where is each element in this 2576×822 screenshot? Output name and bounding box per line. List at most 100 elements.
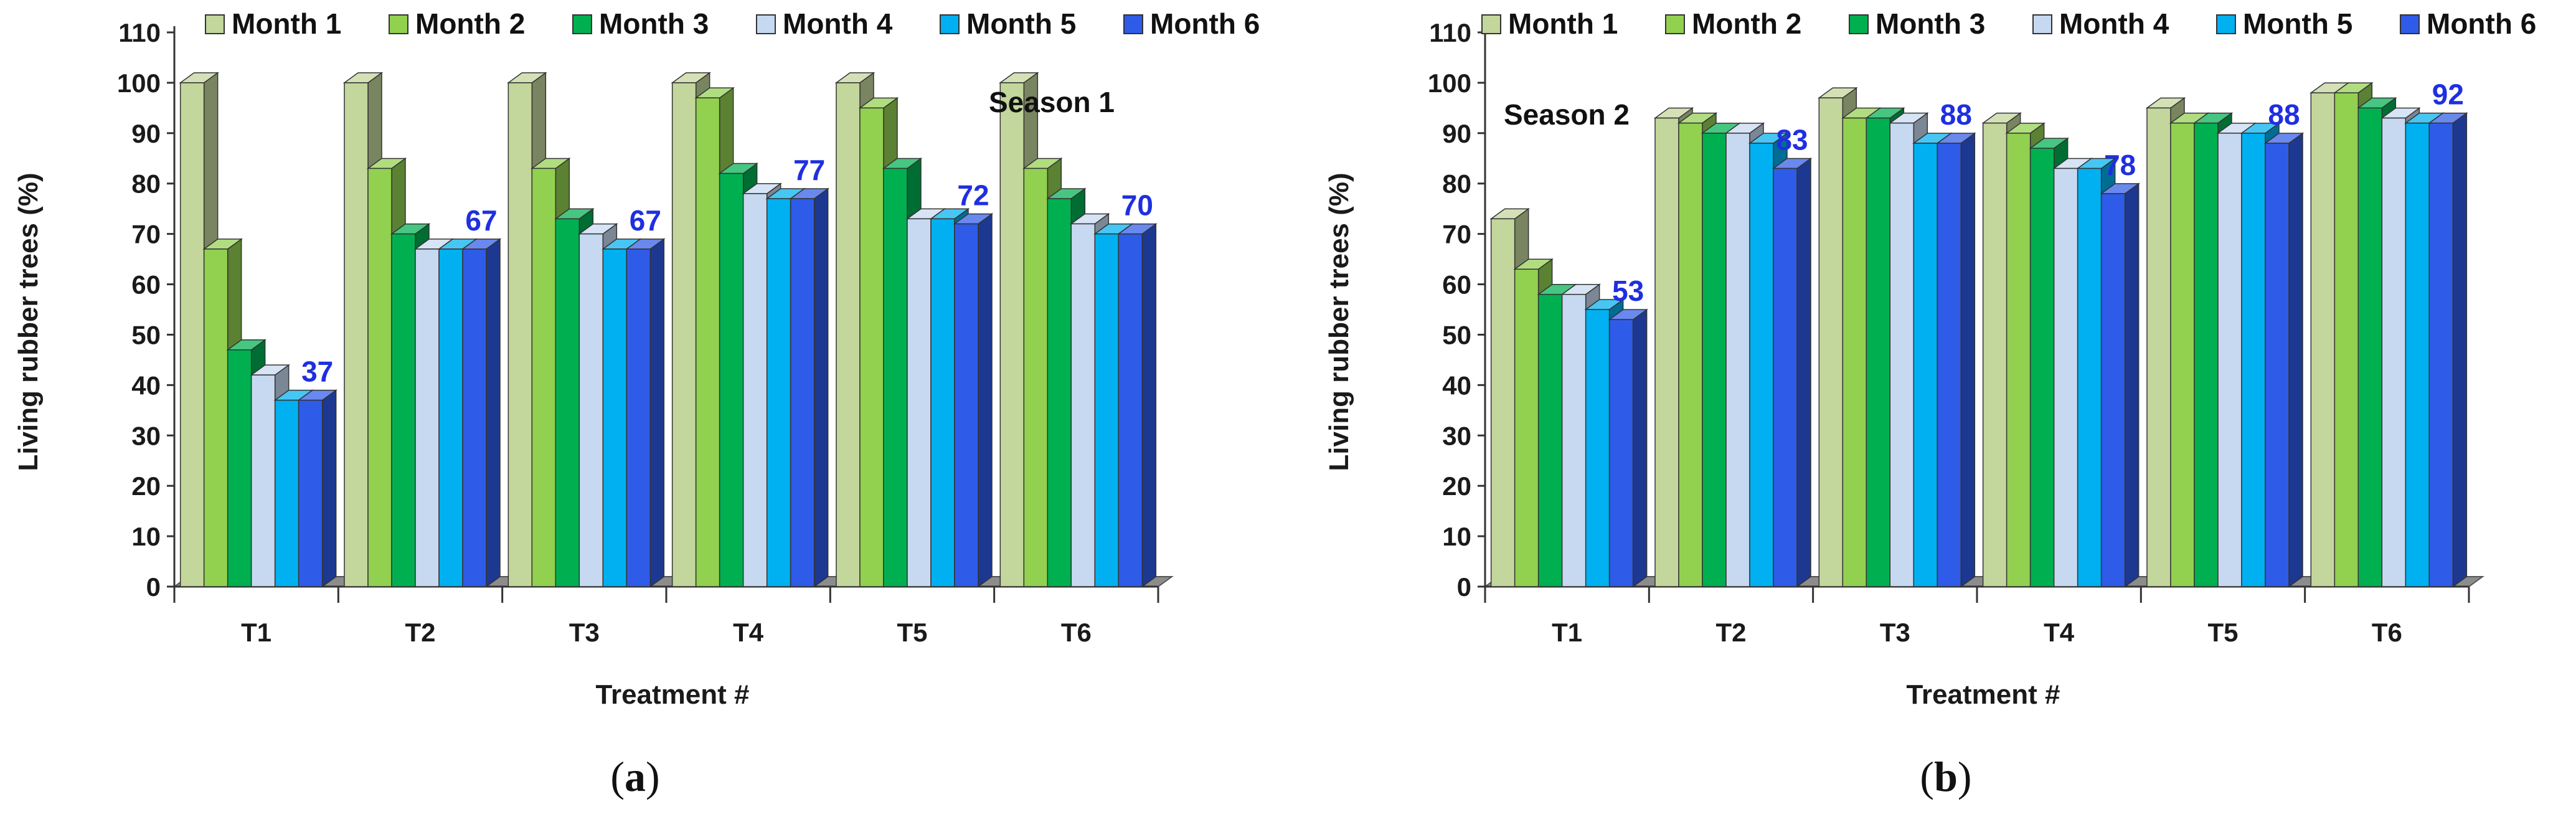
y-tick-label: 0 — [146, 572, 161, 602]
data-label: 88 — [1940, 98, 1972, 131]
bar — [1889, 122, 1915, 587]
bar — [719, 172, 744, 587]
bar — [2241, 133, 2266, 587]
bar — [999, 82, 1025, 587]
panel-caption: (a) — [610, 753, 659, 800]
data-label: 37 — [301, 356, 333, 388]
bar — [2217, 133, 2242, 587]
bar — [1585, 309, 1610, 587]
legend-swatch — [940, 14, 960, 34]
legend-label: Month 4 — [783, 7, 893, 40]
chart-panel-a: 0 10 20 30 40 50 60 70 80 90 100 110 T1 T2 T3 T4 T5 T6 37 6… — [13, 7, 1260, 800]
bar — [2006, 133, 2031, 587]
x-tick-label: T5 — [897, 618, 927, 647]
bar — [1654, 117, 1679, 587]
bar — [1818, 97, 1844, 587]
x-tick-label: T2 — [1715, 618, 1746, 647]
bar — [1490, 218, 1516, 587]
bar — [1678, 122, 1703, 587]
data-label: 72 — [957, 179, 989, 211]
bar — [2170, 122, 2195, 587]
bar — [790, 198, 815, 587]
bar — [1070, 223, 1096, 587]
bar-side — [321, 389, 337, 588]
bar — [507, 82, 533, 587]
legend-swatch — [2032, 14, 2052, 34]
bar — [1537, 293, 1563, 587]
bar — [344, 82, 369, 587]
bar — [1749, 143, 1774, 587]
bar — [531, 168, 557, 587]
y-tick-label: 110 — [1429, 18, 1471, 47]
legend-swatch — [2400, 14, 2420, 34]
bar — [578, 233, 604, 587]
bar — [1118, 233, 1143, 587]
legend-label: Month 6 — [2427, 7, 2536, 40]
legend-swatch — [389, 14, 408, 34]
legend-swatch — [756, 14, 776, 34]
bar — [2146, 107, 2171, 587]
legend-label: Month 2 — [415, 7, 525, 40]
bar — [883, 168, 908, 587]
data-label: 70 — [1121, 189, 1153, 222]
bar — [1094, 233, 1120, 587]
bar — [555, 218, 580, 587]
bar — [179, 82, 205, 587]
bar — [2077, 168, 2102, 587]
y-tick-label: 60 — [1442, 270, 1471, 300]
y-tick-label: 80 — [1442, 169, 1471, 199]
bar — [626, 248, 651, 587]
y-tick-label: 30 — [131, 421, 161, 450]
bar — [930, 218, 955, 587]
bar — [227, 349, 252, 587]
x-axis-label: Treatment # — [1907, 679, 2060, 710]
bar — [1561, 293, 1587, 587]
bar — [203, 248, 229, 587]
x-tick-label: T4 — [733, 618, 764, 647]
bar — [1937, 143, 1962, 587]
bar — [367, 168, 392, 587]
bar — [1608, 319, 1634, 587]
bar — [462, 248, 487, 587]
y-tick-label: 50 — [1442, 320, 1471, 349]
season-annotation: Season 2 — [1504, 98, 1630, 131]
y-tick-label: 90 — [131, 119, 161, 148]
legend-swatch — [572, 14, 592, 34]
bar-side — [978, 212, 993, 588]
y-tick-label: 10 — [131, 522, 161, 551]
y-tick-label: 80 — [131, 169, 161, 199]
y-tick-label: 20 — [1442, 471, 1471, 501]
bar — [602, 248, 628, 587]
bar-side — [2124, 182, 2140, 588]
bar — [2100, 193, 2126, 587]
bar-side — [649, 238, 665, 588]
bar — [907, 218, 932, 587]
bar — [1702, 133, 1727, 587]
bar — [274, 399, 300, 587]
legend-label: Month 6 — [1150, 7, 1260, 40]
data-label: 83 — [1776, 123, 1808, 156]
legend-label: Month 5 — [966, 7, 1076, 40]
bar — [2265, 143, 2290, 587]
data-label: 92 — [2432, 78, 2464, 111]
chart-panel-b: 0 10 20 30 40 50 60 70 80 90 100 110 T1 T2 T3 T4 T5 T6 53 8… — [1324, 7, 2536, 800]
bar — [2194, 122, 2219, 587]
bar — [391, 233, 416, 587]
y-tick-label: 100 — [117, 68, 161, 98]
bar — [671, 82, 697, 587]
bar — [1773, 168, 1798, 587]
y-tick-label: 20 — [131, 471, 161, 501]
y-tick-label: 0 — [1457, 572, 1471, 602]
bar — [438, 248, 463, 587]
bar — [2381, 117, 2407, 587]
bar-side — [813, 187, 829, 588]
y-tick-label: 100 — [1428, 68, 1471, 98]
bar — [1866, 117, 1891, 587]
x-tick-label: T6 — [1061, 618, 1092, 647]
legend-swatch — [2216, 14, 2236, 34]
y-tick-label: 40 — [1442, 371, 1471, 400]
bar — [2334, 92, 2359, 587]
bar — [2029, 148, 2055, 587]
bar — [1725, 133, 1750, 587]
